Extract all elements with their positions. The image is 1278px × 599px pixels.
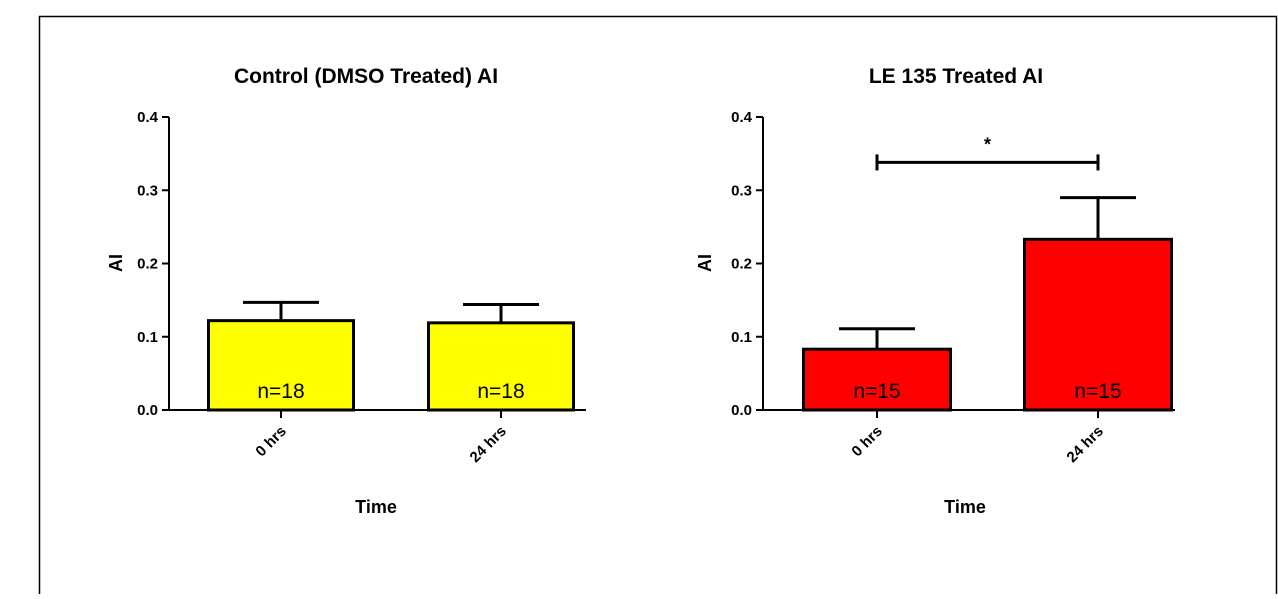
x-axis-label: Time — [355, 497, 397, 517]
y-tick-label: 0.1 — [137, 329, 158, 346]
y-tick-label: 0.0 — [137, 402, 158, 419]
chart-title: Control (DMSO Treated) AI — [234, 65, 498, 88]
x-tick-label: 0 hrs — [848, 423, 885, 460]
bar-count-label: n=15 — [853, 380, 900, 403]
y-tick-label: 0.2 — [137, 256, 158, 273]
bar-count-label: n=18 — [257, 380, 304, 403]
figure-border — [38, 15, 1278, 599]
chart-title: LE 135 Treated AI — [869, 65, 1043, 88]
y-tick-label: 0.1 — [731, 329, 752, 346]
x-tick-label: 24 hrs — [1064, 423, 1107, 466]
chart-panel-control: Control (DMSO Treated) AI AI Time 0.0 0.1… — [106, 65, 586, 517]
y-tick-label: 0.3 — [731, 182, 752, 199]
chart-panel-le135: LE 135 Treated AI AI Time 0.0 0.1 0.2 0.3 0.… — [695, 65, 1175, 517]
significance-marker: * — [984, 134, 991, 154]
x-axis-label: Time — [944, 497, 986, 517]
y-tick-label: 0.0 — [731, 402, 752, 419]
x-tick-label: 24 hrs — [467, 423, 510, 466]
y-tick-label: 0.2 — [731, 256, 752, 273]
y-tick-label: 0.4 — [731, 109, 753, 126]
bar-count-label: n=15 — [1074, 380, 1121, 403]
y-axis-label: AI — [695, 254, 715, 272]
y-axis-label: AI — [106, 254, 126, 272]
y-tick-label: 0.3 — [137, 182, 158, 199]
bar — [207, 319, 355, 412]
y-tick-label: 0.4 — [137, 109, 159, 126]
x-tick-label: 0 hrs — [252, 423, 289, 460]
bar — [427, 321, 575, 412]
bar-count-label: n=18 — [477, 380, 524, 403]
